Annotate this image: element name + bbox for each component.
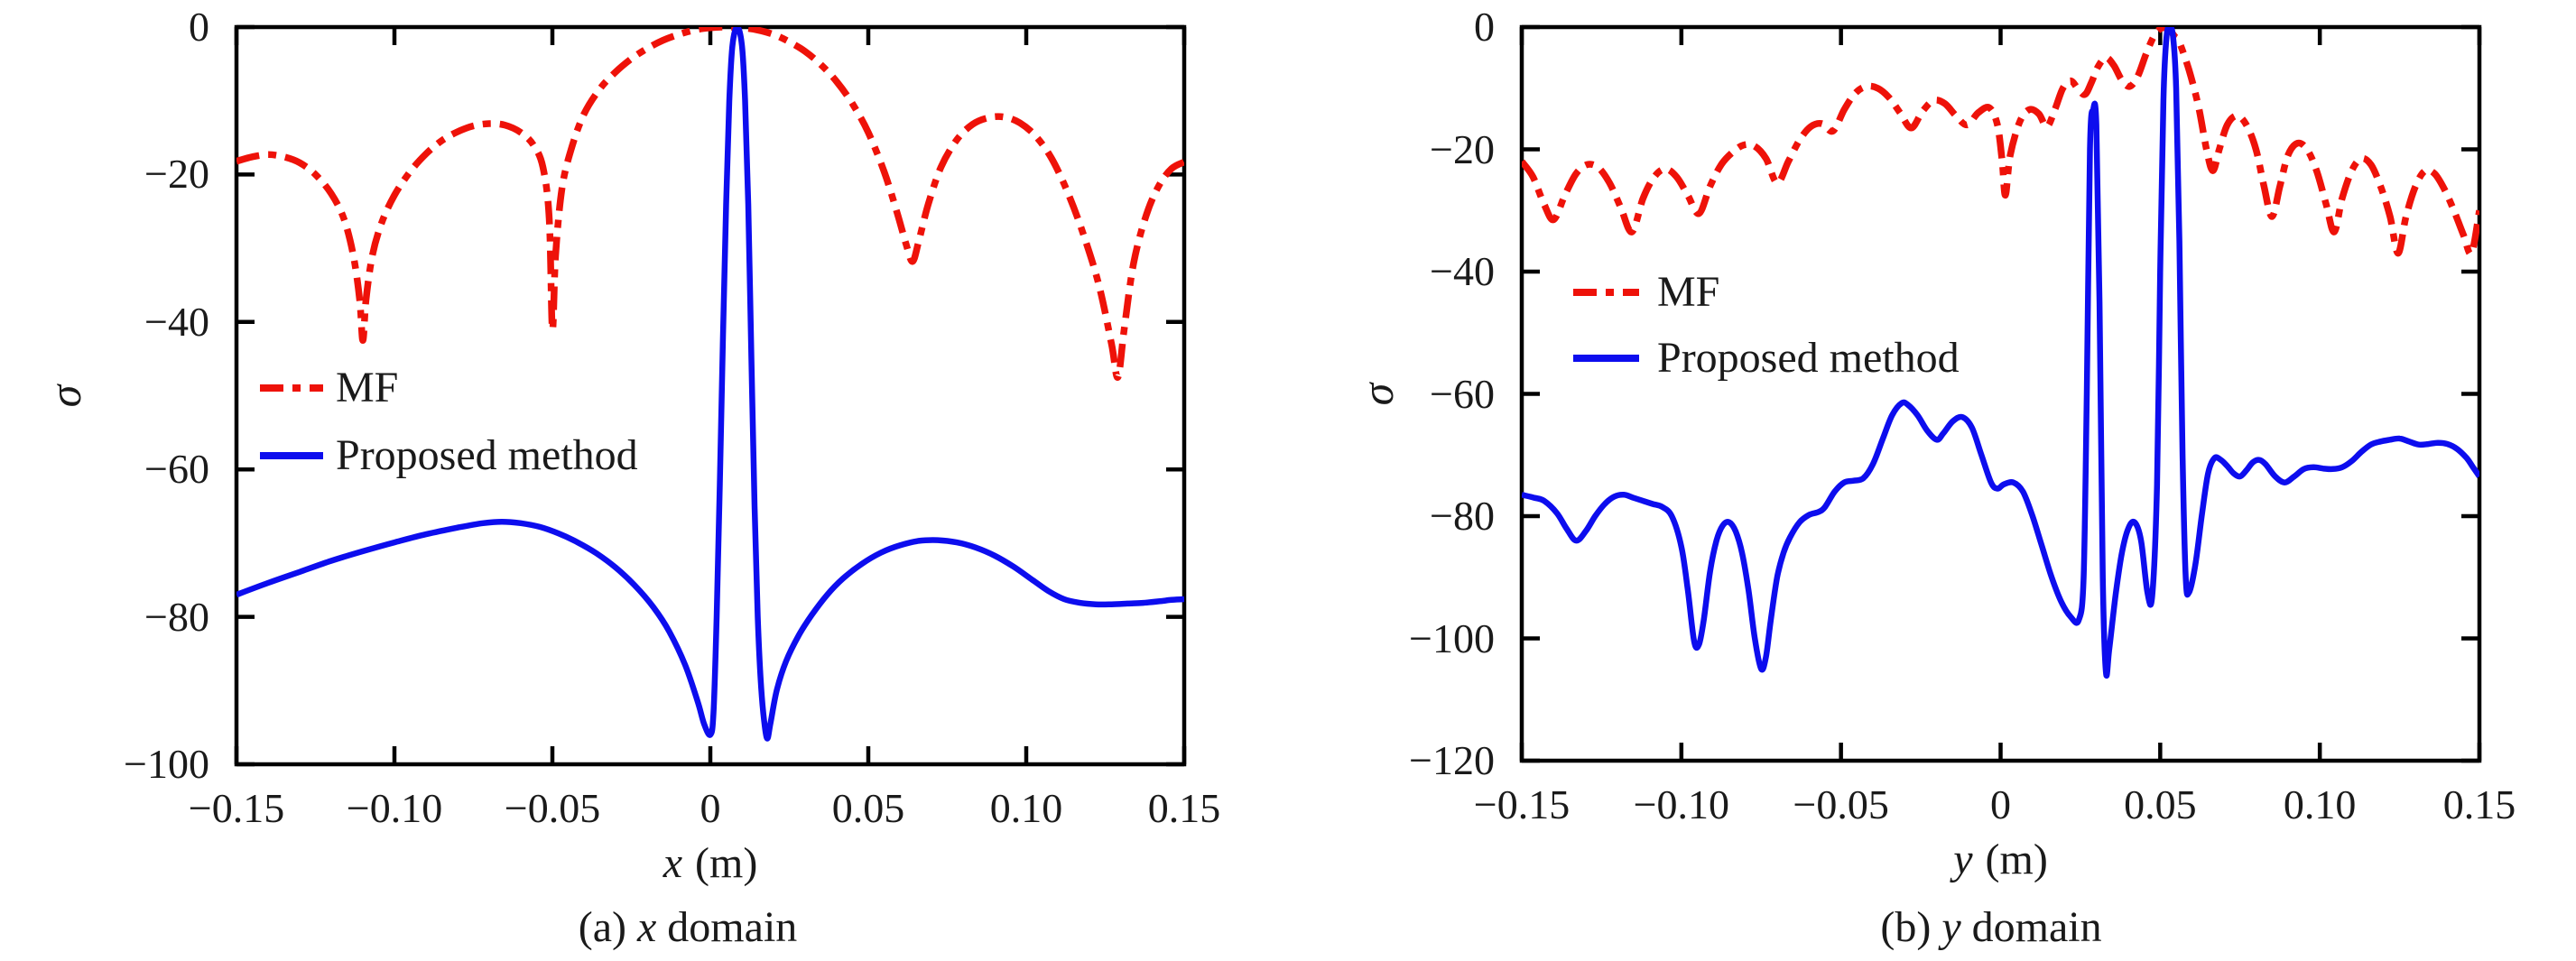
legend-label-proposed-b: Proposed method	[1657, 334, 1960, 383]
legend-item-mf-b: MF	[1571, 269, 1719, 316]
x-tick-label: 0	[1990, 781, 2011, 827]
x-axis-variable-a: x	[663, 839, 682, 887]
y-tick-label: −60	[144, 446, 209, 493]
x-tick-label: 0.15	[2442, 781, 2516, 827]
x-tick-label: 0.05	[2124, 781, 2197, 827]
y-tick-label: −60	[1430, 370, 1495, 417]
caption-a: (a) x domain	[578, 903, 798, 951]
y-tick-label: −40	[1430, 248, 1495, 294]
x-tick-label: −0.05	[504, 785, 601, 831]
x-tick-label: −0.15	[1473, 781, 1571, 827]
x-axis-label-b: y (m)	[1953, 838, 2048, 882]
x-tick-label: 0.15	[1147, 785, 1221, 831]
legend-item-proposed-a: Proposed method	[258, 432, 638, 479]
series-line-proposed	[236, 27, 1184, 742]
series-line-proposed	[1522, 27, 2479, 679]
mf-line-sample-icon	[260, 384, 323, 393]
y-tick-label: 0	[189, 4, 209, 50]
y-tick-label: −40	[144, 298, 209, 345]
series-line-mf	[236, 27, 1184, 381]
legend-label-mf-b: MF	[1657, 268, 1720, 317]
legend-item-proposed-b: Proposed method	[1571, 335, 1960, 382]
x-axis-variable-b: y	[1953, 836, 1973, 883]
legend-label-proposed-a: Proposed method	[336, 430, 638, 479]
proposed-line-sample-icon	[1573, 355, 1639, 363]
y-tick-label: −100	[1409, 614, 1495, 661]
x-tick-label: −0.05	[1793, 781, 1889, 827]
mf-line-sample-icon	[1573, 289, 1639, 297]
y-tick-label: 0	[1474, 4, 1495, 50]
x-tick-label: 0.05	[831, 785, 905, 831]
y-tick-label: −20	[144, 151, 209, 198]
x-axis-unit-b: (m)	[1985, 836, 2048, 883]
y-tick-label: −80	[144, 593, 209, 640]
x-tick-label: 0.10	[989, 785, 1063, 831]
subplot-b	[1519, 24, 2482, 763]
legend-item-mf-a: MF	[258, 365, 398, 411]
y-axis-label-sigma-a: σ	[40, 384, 90, 407]
proposed-line-sample-icon	[260, 451, 323, 459]
x-tick-label: −0.15	[188, 785, 285, 831]
plot-border	[1519, 24, 2482, 763]
x-tick-label: 0.10	[2283, 781, 2357, 827]
y-tick-label: −80	[1430, 493, 1495, 539]
legend-label-mf-a: MF	[336, 364, 399, 412]
subplot-a	[234, 24, 1187, 767]
caption-b: (b) y domain	[1880, 903, 2102, 951]
x-tick-label: 0	[700, 785, 721, 831]
y-tick-label: −20	[1430, 125, 1495, 172]
x-axis-unit-a: (m)	[695, 839, 758, 887]
y-tick-label: −120	[1409, 737, 1495, 783]
x-tick-label: −0.10	[1633, 781, 1730, 827]
x-tick-label: −0.10	[346, 785, 443, 831]
x-axis-label-a: x (m)	[663, 842, 758, 885]
y-tick-label: −100	[124, 741, 209, 787]
series-line-mf	[1522, 27, 2479, 258]
